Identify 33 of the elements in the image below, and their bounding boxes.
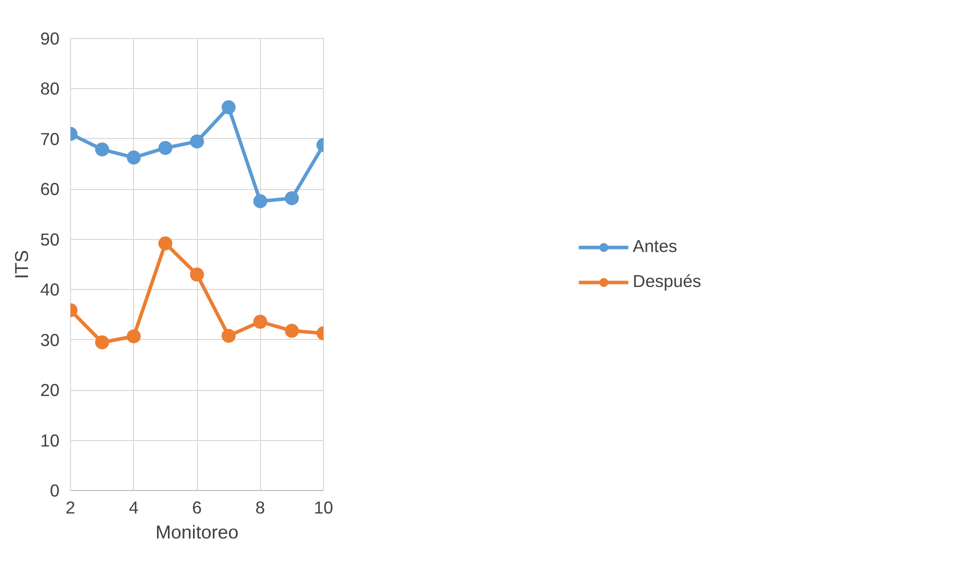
point <box>95 335 110 350</box>
x-tick-label: 2 <box>66 498 76 518</box>
x-tick-label: 6 <box>192 498 202 518</box>
point <box>284 191 299 206</box>
point <box>126 150 141 165</box>
x-axis-title: Monitoreo <box>156 522 238 542</box>
y-tick-label: 20 <box>40 380 60 400</box>
y-tick-label: 10 <box>40 430 60 450</box>
y-tick-label: 70 <box>40 128 60 149</box>
point <box>158 140 172 155</box>
legend-label: Después <box>632 271 702 292</box>
y-tick-label: 60 <box>40 179 60 200</box>
point <box>222 100 236 114</box>
y-axis-title: ITS <box>11 250 32 280</box>
x-tick-label: 8 <box>255 498 266 518</box>
point <box>222 328 236 343</box>
point <box>95 142 110 156</box>
x-tick-label: 10 <box>314 498 334 518</box>
y-tick-label: 50 <box>40 229 60 250</box>
y-tick-label: 80 <box>40 78 60 99</box>
point <box>190 134 204 148</box>
y-tick-label: 0 <box>50 480 60 500</box>
legend-label: Antes <box>632 236 678 257</box>
point <box>158 236 172 250</box>
y-tick-label: 30 <box>40 330 60 350</box>
y-tick-label: 40 <box>40 280 60 300</box>
point <box>126 329 141 344</box>
point <box>253 314 268 329</box>
y-tick-label: 90 <box>40 28 60 48</box>
point <box>190 268 204 282</box>
point <box>284 324 299 338</box>
point <box>253 194 268 208</box>
x-tick-label: 4 <box>128 498 139 518</box>
